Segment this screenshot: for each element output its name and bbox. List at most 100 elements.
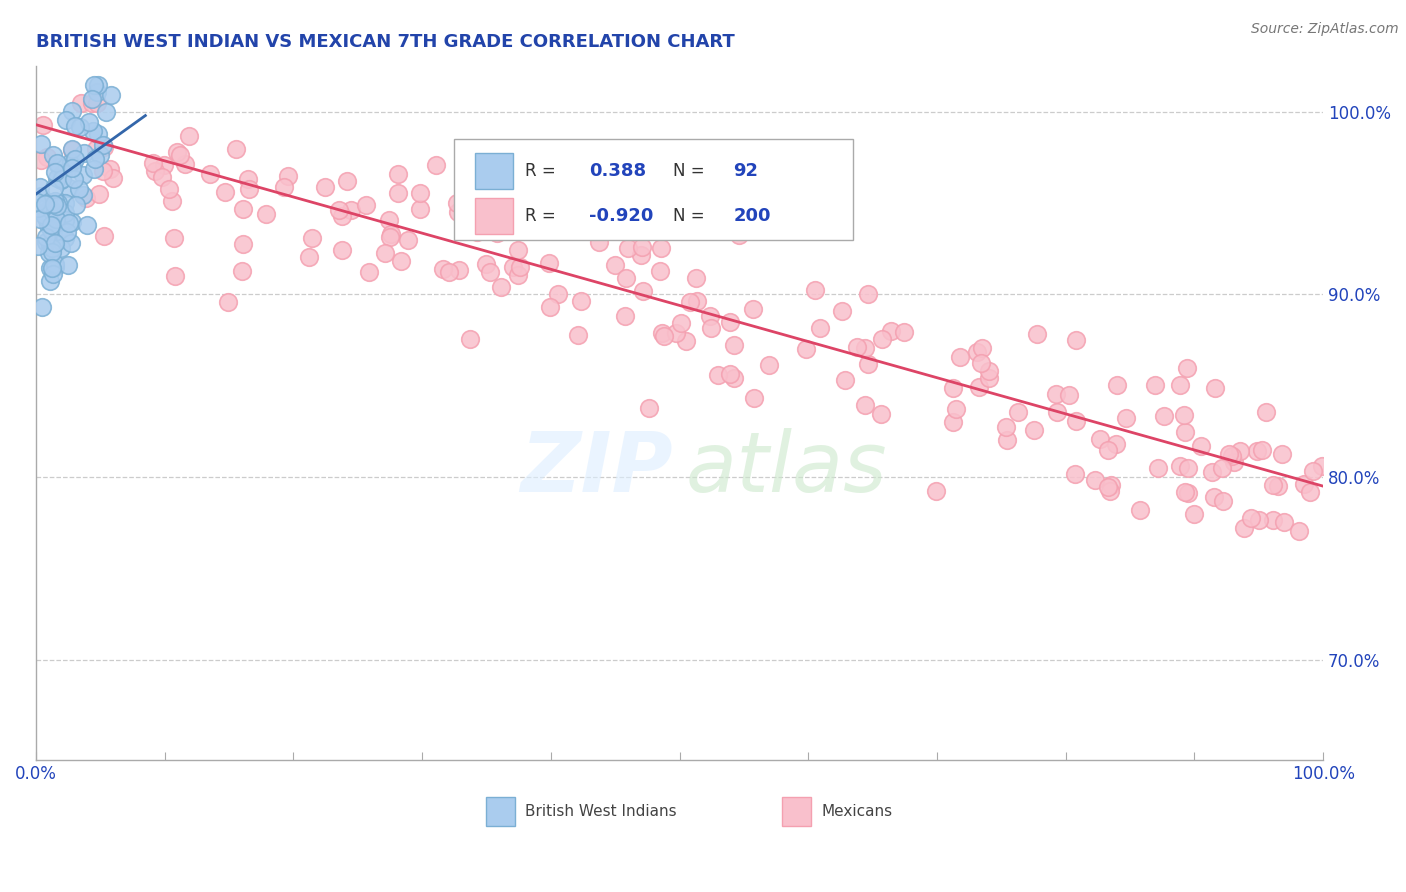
Point	[1104, 437, 1126, 451]
Point	[46, 196, 69, 211]
Point	[845, 341, 868, 355]
Point	[1189, 439, 1212, 453]
Point	[340, 203, 363, 218]
Point	[27, 202, 49, 216]
Point	[30, 136, 52, 151]
Point	[1254, 405, 1277, 419]
Point	[1177, 461, 1199, 475]
Point	[232, 202, 254, 216]
Point	[238, 182, 260, 196]
Point	[1232, 521, 1254, 535]
Text: ZIP: ZIP	[520, 428, 673, 509]
Point	[1229, 443, 1251, 458]
Point	[173, 156, 195, 170]
Point	[1107, 378, 1129, 392]
Point	[30, 189, 52, 203]
Point	[723, 338, 745, 352]
Point	[41, 223, 63, 237]
Point	[44, 180, 66, 194]
Point	[60, 103, 83, 118]
Point	[707, 368, 730, 382]
Point	[502, 260, 524, 274]
Point	[328, 202, 350, 217]
Point	[613, 309, 636, 323]
Point	[723, 370, 745, 384]
Point	[1173, 409, 1195, 423]
Text: -0.920: -0.920	[589, 207, 654, 225]
Point	[1129, 503, 1152, 517]
Point	[150, 169, 173, 184]
Point	[41, 245, 63, 260]
Point	[314, 179, 336, 194]
Point	[1288, 524, 1310, 538]
Point	[506, 268, 529, 282]
Point	[25, 194, 48, 209]
Point	[648, 264, 671, 278]
Point	[1251, 442, 1274, 457]
Point	[945, 401, 967, 416]
Point	[70, 95, 93, 110]
Text: Source: ZipAtlas.com: Source: ZipAtlas.com	[1251, 22, 1399, 37]
Point	[330, 244, 353, 258]
Point	[55, 195, 77, 210]
Text: R =: R =	[524, 207, 561, 225]
Point	[80, 95, 103, 110]
Point	[45, 155, 67, 169]
Point	[98, 162, 121, 177]
Point	[143, 163, 166, 178]
Point	[728, 227, 751, 242]
Point	[942, 415, 965, 429]
Point	[72, 188, 94, 202]
Point	[437, 265, 460, 279]
Point	[526, 215, 548, 229]
Text: N =: N =	[673, 161, 710, 179]
Point	[301, 231, 323, 245]
Point	[506, 243, 529, 257]
Point	[449, 263, 471, 277]
Point	[60, 215, 83, 229]
Point	[35, 229, 58, 244]
Point	[409, 186, 432, 200]
Point	[198, 167, 221, 181]
Point	[547, 286, 569, 301]
Point	[1153, 409, 1175, 424]
Point	[378, 213, 401, 227]
Point	[39, 212, 62, 227]
Point	[1246, 444, 1268, 458]
Point	[60, 142, 83, 156]
Point	[87, 127, 110, 141]
Point	[38, 246, 60, 260]
Point	[41, 241, 63, 255]
Point	[465, 225, 488, 239]
Point	[748, 215, 770, 229]
Point	[1299, 484, 1322, 499]
Point	[675, 334, 697, 348]
Text: 92: 92	[734, 161, 759, 179]
Point	[432, 261, 454, 276]
Point	[949, 350, 972, 364]
Point	[1097, 480, 1119, 494]
Point	[60, 161, 83, 175]
Point	[685, 271, 707, 285]
Point	[34, 205, 56, 219]
Point	[87, 186, 110, 201]
Point	[37, 150, 59, 164]
Point	[225, 142, 247, 156]
Point	[509, 260, 531, 275]
Point	[1204, 382, 1226, 396]
Text: N =: N =	[673, 207, 710, 225]
Point	[1302, 464, 1324, 478]
Point	[75, 191, 97, 205]
Point	[1007, 405, 1029, 419]
Point	[374, 245, 396, 260]
Point	[52, 166, 75, 180]
Point	[35, 197, 58, 211]
FancyBboxPatch shape	[475, 198, 513, 234]
Point	[700, 321, 723, 335]
Point	[42, 148, 65, 162]
Point	[1267, 479, 1289, 493]
Point	[1064, 414, 1087, 428]
Point	[1223, 455, 1246, 469]
Point	[77, 115, 100, 129]
Point	[1177, 486, 1199, 500]
